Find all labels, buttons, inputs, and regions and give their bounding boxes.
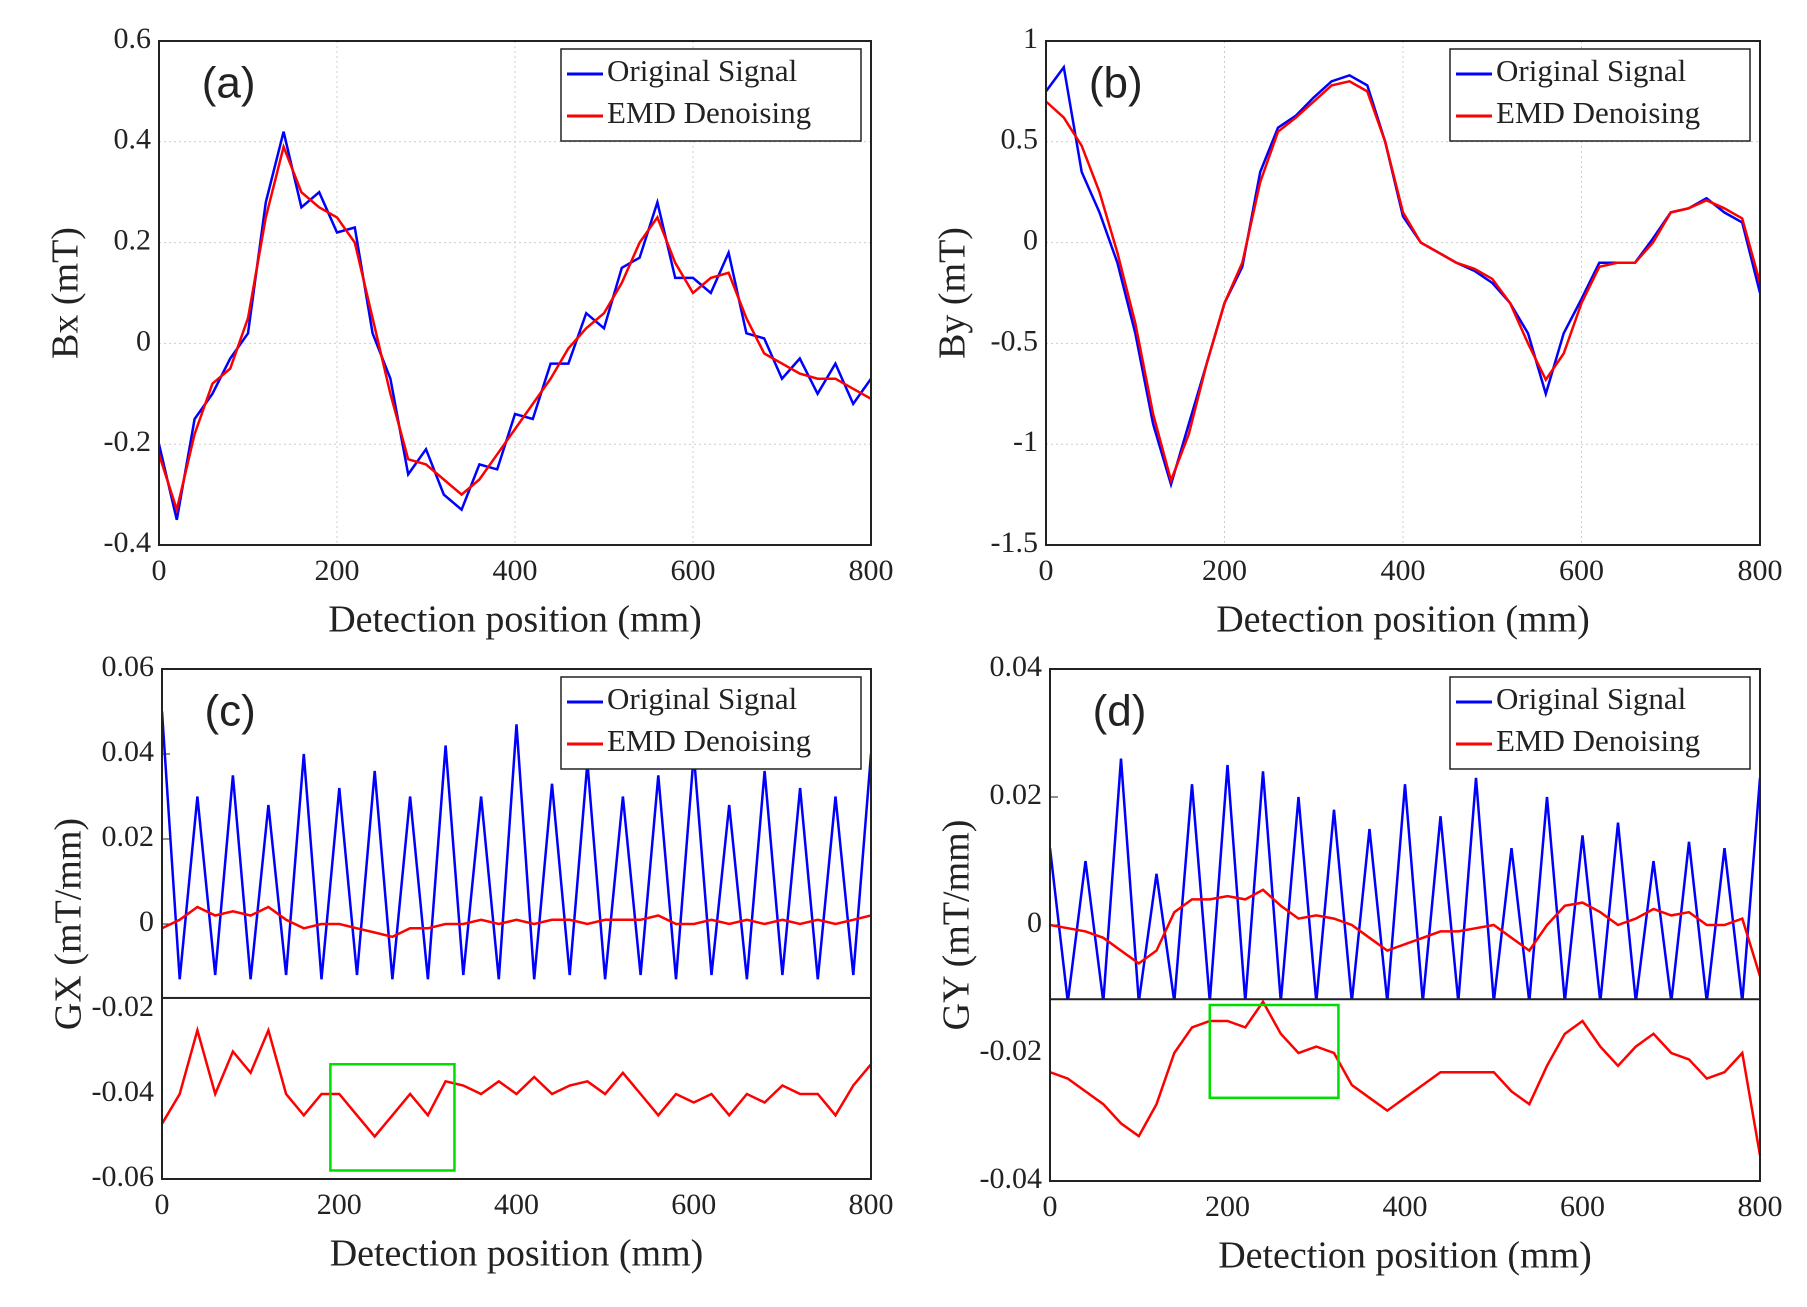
panel: -0.06 -0.04 -0.02 0 0.02 0.04 0.06 0 200 400 600 80… <box>48 650 894 1275</box>
legend-label: EMD Denoising <box>1496 723 1700 758</box>
x-tick-label: 800 <box>1738 554 1783 587</box>
y-tick-label: 0.2 <box>114 223 152 256</box>
inset-line <box>1049 999 1762 1156</box>
series-line <box>1050 888 1760 977</box>
x-axis-label: Detection position (mm) <box>1216 599 1590 641</box>
x-tick-label: 600 <box>1559 554 1604 587</box>
panel-label: (b) <box>1089 59 1143 108</box>
y-tick-label: -0.02 <box>980 1034 1043 1067</box>
inset-frame <box>161 996 872 1181</box>
series-line <box>159 131 871 521</box>
y-tick-label: 0.04 <box>990 650 1043 683</box>
y-tick-label: -1.5 <box>991 526 1039 559</box>
legend-box <box>1449 48 1751 142</box>
legend-label: EMD Denoising <box>1496 95 1700 130</box>
x-axis-label: Detection position (mm) <box>328 599 702 641</box>
legend-box <box>560 676 862 770</box>
y-tick-label: 1 <box>1023 22 1038 55</box>
legend-box <box>1449 676 1751 770</box>
panel: -0.04 -0.02 0 0.02 0.04 0 200 400 600 800 (d) Detec… <box>936 650 1783 1277</box>
legend-label: Original Signal <box>607 681 797 716</box>
legend-label: Original Signal <box>607 53 797 88</box>
y-tick-label: -1 <box>1013 425 1038 458</box>
axes-frame <box>158 40 872 546</box>
y-tick-label: 0.4 <box>114 123 152 156</box>
y-tick-label: -0.5 <box>991 324 1039 357</box>
x-tick-label: 600 <box>1560 1190 1605 1223</box>
axes-frame <box>1045 40 1761 546</box>
y-tick-label: -0.06 <box>92 1160 155 1193</box>
y-tick-label: -0.4 <box>104 526 152 559</box>
y-tick-label: -0.04 <box>92 1075 155 1108</box>
y-axis-label: By (mT) <box>932 227 974 359</box>
x-tick-label: 400 <box>1383 1190 1428 1223</box>
y-tick-label: 0.04 <box>102 735 155 768</box>
x-tick-label: 200 <box>1202 554 1247 587</box>
y-tick-label: 0.06 <box>102 650 155 683</box>
y-tick-label: 0 <box>1023 223 1038 256</box>
y-tick-label: 0.02 <box>990 778 1043 811</box>
x-tick-label: 800 <box>849 554 894 587</box>
x-tick-label: 0 <box>1043 1190 1058 1223</box>
legend-label: Original Signal <box>1496 681 1686 716</box>
y-tick-label: -0.04 <box>980 1162 1043 1195</box>
x-axis-label: Detection position (mm) <box>330 1233 704 1275</box>
y-tick-label: 0 <box>1027 906 1042 939</box>
x-tick-label: 400 <box>493 554 538 587</box>
y-axis-label: GX (mT/mm) <box>48 818 90 1030</box>
y-tick-label: 0.5 <box>1001 123 1039 156</box>
inset-line <box>160 1025 872 1139</box>
series-line <box>162 905 871 939</box>
series-line <box>162 711 871 980</box>
series-line <box>1046 79 1760 485</box>
x-tick-label: 200 <box>1205 1190 1250 1223</box>
x-tick-label: 400 <box>1381 554 1426 587</box>
x-tick-label: 400 <box>494 1188 539 1221</box>
y-axis-label: Bx (mT) <box>45 227 87 359</box>
highlight-box <box>1208 1003 1340 1100</box>
x-tick-label: 600 <box>671 1188 716 1221</box>
legend-box <box>560 48 862 142</box>
y-axis-label: GY (mT/mm) <box>936 820 978 1031</box>
x-tick-label: 200 <box>317 1188 362 1221</box>
axes-frame <box>1049 668 1761 1182</box>
y-tick-label: 0.6 <box>114 22 152 55</box>
x-tick-label: 0 <box>1039 554 1054 587</box>
y-tick-label: 0 <box>136 324 151 357</box>
panel: -0.4 -0.2 0 0.2 0.4 0.6 0 200 400 600 800 (a) Detect… <box>45 22 894 641</box>
x-tick-label: 200 <box>315 554 360 587</box>
x-tick-label: 800 <box>1738 1190 1783 1223</box>
legend-label: EMD Denoising <box>607 723 811 758</box>
y-tick-label: 0 <box>139 905 154 938</box>
x-axis-label: Detection position (mm) <box>1218 1235 1592 1277</box>
x-tick-label: 0 <box>155 1188 170 1221</box>
axes-frame <box>161 668 872 1180</box>
series-line <box>1050 758 1760 1000</box>
panel-label: (c) <box>205 687 256 736</box>
legend-label: Original Signal <box>1496 53 1686 88</box>
y-tick-label: 0.02 <box>102 820 155 853</box>
x-tick-label: 600 <box>671 554 716 587</box>
highlight-box <box>329 1063 456 1172</box>
x-tick-label: 0 <box>152 554 167 587</box>
x-tick-label: 800 <box>849 1188 894 1221</box>
legend-label: EMD Denoising <box>607 95 811 130</box>
y-tick-label: -0.2 <box>104 425 152 458</box>
panel: -1.5 -1 -0.5 0 0.5 1 0 200 400 600 800 (b) Detection… <box>932 22 1783 641</box>
panel-label: (d) <box>1093 687 1147 736</box>
series-line <box>159 142 871 515</box>
panel-label: (a) <box>202 59 256 108</box>
y-tick-label: -0.02 <box>92 990 155 1023</box>
inset-frame <box>1049 998 1761 1182</box>
